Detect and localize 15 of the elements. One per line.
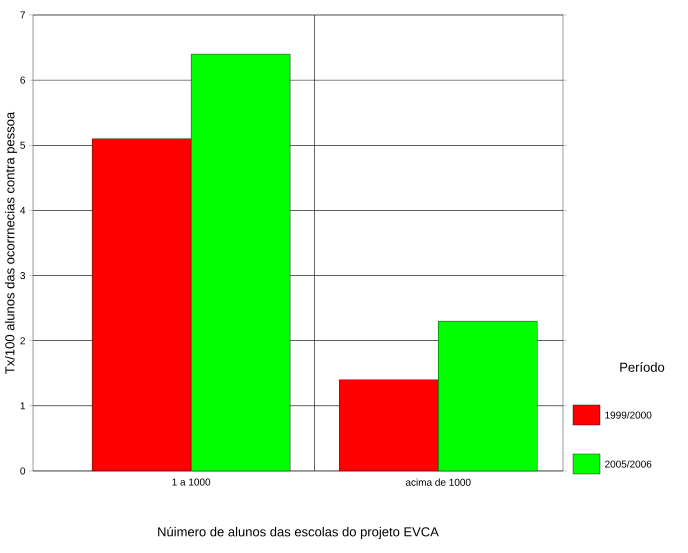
x-tick-label: acima de 1000 (406, 478, 471, 486)
y-tick-label: 4 (20, 206, 26, 214)
legend-title: Período (620, 362, 664, 372)
x-axis-title: Núimero de alunos das escolas do projeto EVCA (158, 526, 439, 539)
legend-label: 1999/2000 (605, 411, 652, 419)
y-axis-title: Tx/100 alunos das ocorrnecias contra pessoa (4, 112, 18, 374)
y-tick-label: 0 (20, 467, 26, 475)
y-tick-label: 5 (20, 142, 26, 149)
y-tick-label: 1 (20, 402, 25, 410)
legend-label: 2005/2006 (605, 460, 652, 468)
y-tick-label: 7 (20, 12, 25, 18)
y-tick-label: 2 (20, 337, 25, 344)
y-tick-label: 3 (20, 272, 26, 280)
y-tick-label: 6 (20, 76, 26, 84)
x-tick-label: 1 a 1000 (172, 478, 210, 486)
